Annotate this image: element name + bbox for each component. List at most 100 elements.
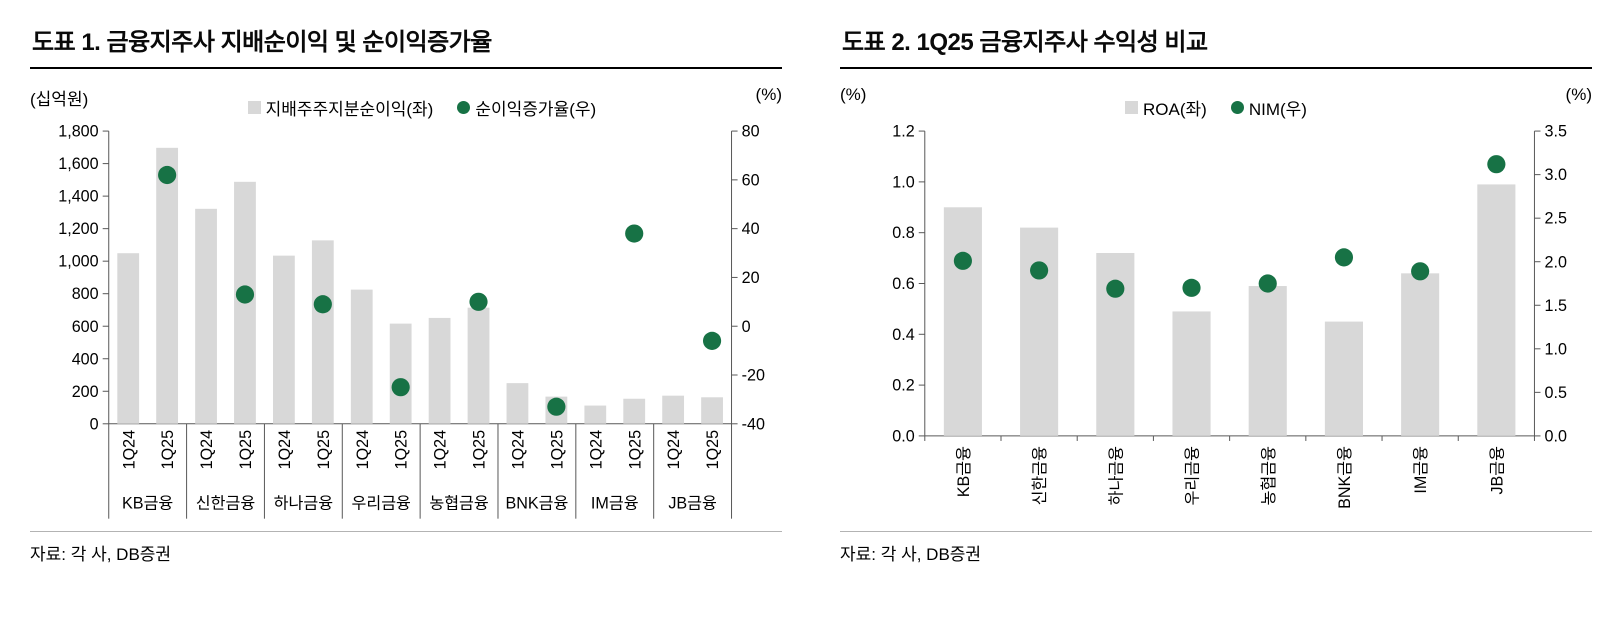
right-axis-tick-label: 1.0 (1545, 340, 1567, 358)
chart2-legend-bar-label: ROA(좌) (1143, 100, 1207, 119)
chart2-header: (%) ROA(좌) NIM(우) (%) (840, 83, 1592, 121)
x-group-label: IM금융 (591, 495, 639, 513)
x-sub-label: 1Q24 (354, 430, 372, 470)
bar-IM금융-1Q25 (623, 398, 646, 424)
bar-하나금융-1Q25 (311, 240, 334, 424)
right-axis-tick-label: 20 (742, 269, 760, 287)
chart2-title: 도표 2. 1Q25 금융지주사 수익성 비교 (840, 20, 1592, 69)
chart1-header: (십억원) 지배주주지분순이익(좌) 순이익증가율(우) (%) (30, 83, 782, 121)
dot-JB금융 (702, 331, 722, 350)
x-category-label: 우리금융 (1184, 446, 1202, 505)
dot-BNK금융 (1334, 248, 1354, 267)
dot-신한금융 (235, 285, 255, 304)
dot-KB금융 (158, 165, 177, 185)
left-axis-tick-label: 1,200 (58, 220, 98, 238)
chart1-plot-area: 02004006008001,0001,2001,4001,6001,800-4… (58, 123, 765, 519)
bar-IM금융-1Q24 (584, 405, 607, 424)
bar-농협금융-1Q25 (467, 307, 490, 424)
chart2-left-axis-unit: (%) (840, 85, 867, 104)
dot-IM금융 (1411, 262, 1430, 281)
x-category-label: 하나금융 (1107, 446, 1125, 505)
dot-BNK금융 (547, 397, 566, 416)
right-axis-tick-label: 40 (742, 220, 760, 238)
chart1-right-axis-unit: (%) (755, 85, 782, 104)
x-sub-label: 1Q24 (120, 430, 138, 470)
right-axis-tick-label: 2.5 (1545, 210, 1567, 228)
chart2-legend-item-bars: ROA(좌) (1125, 95, 1207, 120)
x-sub-label: 1Q25 (393, 430, 411, 470)
left-axis-tick-label: 200 (72, 383, 99, 401)
bar-우리금융-1Q25 (389, 323, 412, 424)
x-group-label: 우리금융 (352, 495, 411, 513)
x-sub-label: 1Q25 (237, 430, 255, 470)
chart1-legend-dot-label: 순이익증가율(우) (475, 100, 597, 119)
chart1-legend-item-bars: 지배주주지분순이익(좌) (247, 95, 434, 120)
chart1-legend-bar-label: 지배주주지분순이익(좌) (265, 100, 434, 119)
right-axis-tick-label: 0 (742, 318, 751, 336)
panel-chart2: 도표 2. 1Q25 금융지주사 수익성 비교 (%) ROA(좌) NIM(우… (840, 20, 1592, 565)
bar-우리금융-1Q24 (350, 289, 373, 424)
left-axis-tick-label: 1,800 (58, 123, 98, 141)
x-sub-label: 1Q25 (471, 430, 489, 470)
bar-신한금융 (1020, 227, 1059, 436)
chart2-legend-item-dots: NIM(우) (1230, 95, 1307, 120)
x-sub-label: 1Q25 (548, 430, 566, 470)
left-axis-tick-label: 800 (72, 285, 99, 303)
x-sub-label: 1Q24 (665, 430, 683, 470)
x-category-label: KB금융 (955, 446, 973, 497)
left-axis-tick-label: 0.4 (892, 326, 914, 344)
left-axis-tick-label: 1.0 (892, 173, 914, 191)
left-axis-tick-label: 400 (72, 350, 99, 368)
x-sub-label: 1Q25 (159, 430, 177, 470)
bar-신한금융-1Q24 (195, 208, 217, 424)
dot-농협금융 (1258, 274, 1277, 293)
x-sub-label: 1Q25 (704, 430, 722, 470)
x-category-label: 농협금융 (1260, 446, 1278, 505)
bar-농협금융 (1248, 286, 1287, 436)
x-category-label: JB금융 (1488, 446, 1506, 495)
left-axis-tick-label: 0.6 (892, 275, 914, 293)
left-axis-tick-label: 1,400 (58, 188, 98, 206)
bar-swatch-icon (247, 101, 261, 114)
left-axis-tick-label: 0 (90, 415, 99, 433)
dot-JB금융 (1487, 155, 1506, 174)
bar-KB금융-1Q24 (117, 253, 140, 424)
left-axis-tick-label: 1,000 (58, 253, 98, 271)
bar-JB금융-1Q24 (662, 395, 685, 424)
bar-하나금융-1Q24 (272, 255, 295, 424)
dot-하나금융 (313, 295, 332, 314)
left-axis-tick-label: 600 (72, 318, 99, 336)
x-group-label: 하나금융 (274, 495, 333, 513)
chart2-right-axis-unit: (%) (1565, 85, 1592, 104)
dot-우리금융 (391, 378, 410, 397)
chart2-legend: ROA(좌) NIM(우) (1125, 83, 1307, 120)
dot-하나금융 (1106, 279, 1125, 298)
bar-JB금융 (1477, 184, 1516, 436)
bar-swatch-icon (1125, 101, 1139, 114)
right-axis-tick-label: 1.5 (1545, 297, 1567, 315)
dot-KB금융 (953, 251, 972, 270)
x-group-label: 농협금융 (429, 495, 488, 513)
x-category-label: 신한금융 (1031, 446, 1049, 505)
x-sub-label: 1Q24 (198, 430, 216, 470)
dot-IM금융 (625, 224, 644, 243)
x-sub-label: 1Q25 (626, 430, 644, 470)
right-axis-tick-label: 3.0 (1545, 166, 1567, 184)
left-axis-tick-label: 0.8 (892, 224, 914, 242)
right-axis-tick-label: 2.0 (1545, 253, 1567, 271)
x-category-label: BNK금융 (1336, 446, 1354, 509)
bar-JB금융-1Q25 (701, 397, 723, 424)
bar-BNK금융 (1324, 321, 1363, 436)
x-group-label: BNK금융 (505, 495, 568, 513)
bar-농협금융-1Q24 (428, 317, 451, 424)
chart1-source: 자료: 각 사, DB증권 (30, 530, 782, 565)
bar-IM금융 (1401, 273, 1440, 436)
right-axis-tick-label: 3.5 (1545, 123, 1567, 141)
bar-KB금융-1Q25 (156, 147, 179, 424)
right-axis-tick-label: 0.0 (1545, 427, 1567, 445)
chart2-source: 자료: 각 사, DB증권 (840, 530, 1592, 565)
right-axis-tick-label: 80 (742, 123, 760, 141)
dot-swatch-icon (457, 101, 471, 114)
x-sub-label: 1Q24 (276, 430, 294, 470)
x-sub-label: 1Q25 (315, 430, 333, 470)
